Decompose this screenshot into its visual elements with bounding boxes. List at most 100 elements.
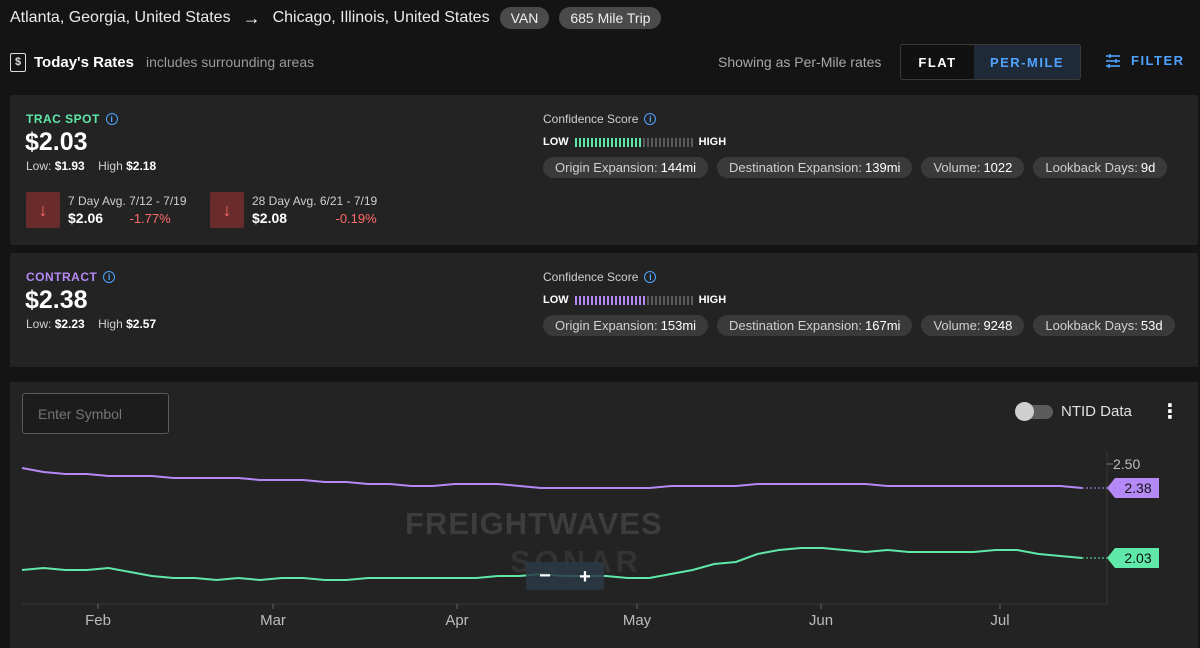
confidence-tick — [690, 295, 693, 305]
chip-value: 153mi — [660, 318, 697, 333]
contract-confidence-meter: LOW HIGH — [543, 294, 726, 306]
low-label: Low: — [26, 317, 52, 331]
chip-key: Volume: — [933, 160, 981, 175]
ntid-data-toggle[interactable]: NTID Data — [1015, 401, 1132, 421]
confidence-tick — [686, 295, 689, 305]
confidence-tick — [638, 295, 641, 305]
confidence-tick — [602, 137, 605, 147]
confidence-tick — [654, 137, 657, 147]
spot-confidence-label: Confidence Score i — [543, 112, 657, 126]
chart-panel: NTID Data ⋮ FREIGHTWAVESSONARFebMarAprMa… — [10, 382, 1198, 648]
confidence-tick — [594, 295, 597, 305]
more-options-icon[interactable]: ⋮ — [1160, 401, 1180, 423]
last-value-badge — [1107, 548, 1159, 568]
confidence-tick — [690, 137, 693, 147]
confidence-tick — [654, 295, 657, 305]
confidence-tick — [598, 137, 601, 147]
chip-value: 167mi — [865, 318, 901, 333]
last-value-badge — [1107, 478, 1159, 498]
high-label: High — [98, 159, 123, 173]
rate-mode-toggle: FLAT PER-MILE — [900, 44, 1081, 80]
high-label: High — [98, 317, 123, 331]
chip-key: Lookback Days: — [1045, 318, 1138, 333]
chip-key: Origin Expansion: — [555, 160, 658, 175]
confidence-tick — [662, 137, 665, 147]
chip-key: Volume: — [933, 318, 981, 333]
last-value-label: 2.03 — [1124, 550, 1151, 566]
confidence-tick — [634, 137, 637, 147]
info-icon[interactable]: i — [105, 113, 118, 125]
per-mile-toggle-button[interactable]: PER-MILE — [974, 45, 1080, 79]
stat-chip: Destination Expansion: 139mi — [717, 157, 913, 178]
confidence-tick — [634, 295, 637, 305]
watermark-logo-text: FREIGHTWAVES — [405, 506, 663, 541]
confidence-tick — [670, 295, 673, 305]
stat-chip: Volume: 1022 — [921, 157, 1025, 178]
origin-text: Atlanta, Georgia, United States — [10, 9, 231, 26]
filter-button[interactable]: FILTER — [1105, 53, 1185, 68]
info-icon[interactable]: i — [103, 271, 116, 283]
confidence-tick — [582, 295, 585, 305]
symbol-search-input[interactable] — [22, 393, 169, 434]
stat-chip: Lookback Days: 9d — [1033, 157, 1168, 178]
confidence-tick — [586, 137, 589, 147]
stat-chip: Lookback Days: 53d — [1033, 315, 1175, 336]
toggle-switch[interactable] — [1015, 401, 1053, 421]
x-tick-label: Apr — [445, 612, 468, 629]
trac-spot-title: TRAC SPOT — [26, 112, 100, 126]
contract-card: CONTRACT i $2.38 Low: $2.23 High $2.57 C… — [10, 253, 1198, 367]
trac-spot-card: TRAC SPOT i $2.03 Low: $1.93 High $2.18 … — [10, 95, 1198, 245]
ntid-label: NTID Data — [1061, 403, 1132, 420]
filter-sliders-icon — [1106, 53, 1120, 68]
rates-title: Today's Rates — [34, 53, 134, 71]
confidence-ticks — [574, 137, 693, 147]
series-line — [21, 467, 1083, 489]
info-icon[interactable]: i — [644, 113, 657, 125]
confidence-tick — [630, 137, 633, 147]
confidence-tick — [678, 137, 681, 147]
contract-low-high: Low: $2.23 High $2.57 — [26, 317, 156, 331]
contract-rate-value: $2.38 — [25, 286, 88, 314]
confidence-tick — [622, 295, 625, 305]
zoom-controls[interactable] — [526, 562, 604, 590]
chip-value: 139mi — [865, 160, 901, 175]
contract-low-value: $2.23 — [54, 317, 85, 331]
stat-chip: Origin Expansion: 144mi — [543, 157, 709, 178]
confidence-tick — [650, 137, 653, 147]
flat-toggle-button[interactable]: FLAT — [901, 45, 974, 79]
confidence-tick — [630, 295, 633, 305]
confidence-tick — [682, 137, 685, 147]
rates-header: $ Today's Rates includes surrounding are… — [10, 50, 314, 74]
contract-confidence-label: Confidence Score i — [543, 270, 657, 284]
chip-key: Destination Expansion: — [729, 318, 863, 333]
chip-value: 9d — [1140, 160, 1156, 175]
confidence-tick — [658, 295, 661, 305]
destination-text: Chicago, Illinois, United States — [272, 9, 490, 26]
confidence-tick — [674, 295, 677, 305]
contract-title: CONTRACT — [26, 270, 98, 284]
confidence-tick — [606, 137, 609, 147]
zoom-out-icon[interactable]: − — [539, 565, 551, 587]
twenty-eight-day-average: ↓ 28 Day Avg. 6/21 - 7/19 $2.08 -0.19% — [210, 192, 377, 228]
avg7-value: $2.06 — [68, 209, 104, 226]
spot-low-high: Low: $1.93 High $2.18 — [26, 159, 156, 173]
filter-label: FILTER — [1131, 53, 1185, 68]
confidence-tick — [626, 295, 629, 305]
confidence-tick — [646, 137, 649, 147]
confidence-tick — [574, 295, 577, 305]
chip-value: 1022 — [983, 160, 1013, 175]
zoom-in-icon[interactable]: + — [579, 566, 591, 588]
spot-confidence-meter: LOW HIGH — [543, 136, 726, 148]
confidence-tick — [618, 295, 621, 305]
confidence-tick — [666, 295, 669, 305]
trac-spot-label: TRAC SPOT i — [26, 112, 118, 126]
conf-high-label: HIGH — [698, 136, 727, 148]
info-icon[interactable]: i — [644, 271, 657, 283]
avg7-change: -1.77% — [129, 210, 171, 226]
contract-stat-chips: Origin Expansion: 153mi Destination Expans… — [543, 315, 1175, 336]
confidence-tick — [642, 137, 645, 147]
confidence-tick — [602, 295, 605, 305]
chip-key: Origin Expansion: — [555, 318, 658, 333]
avg28-change: -0.19% — [335, 210, 377, 226]
